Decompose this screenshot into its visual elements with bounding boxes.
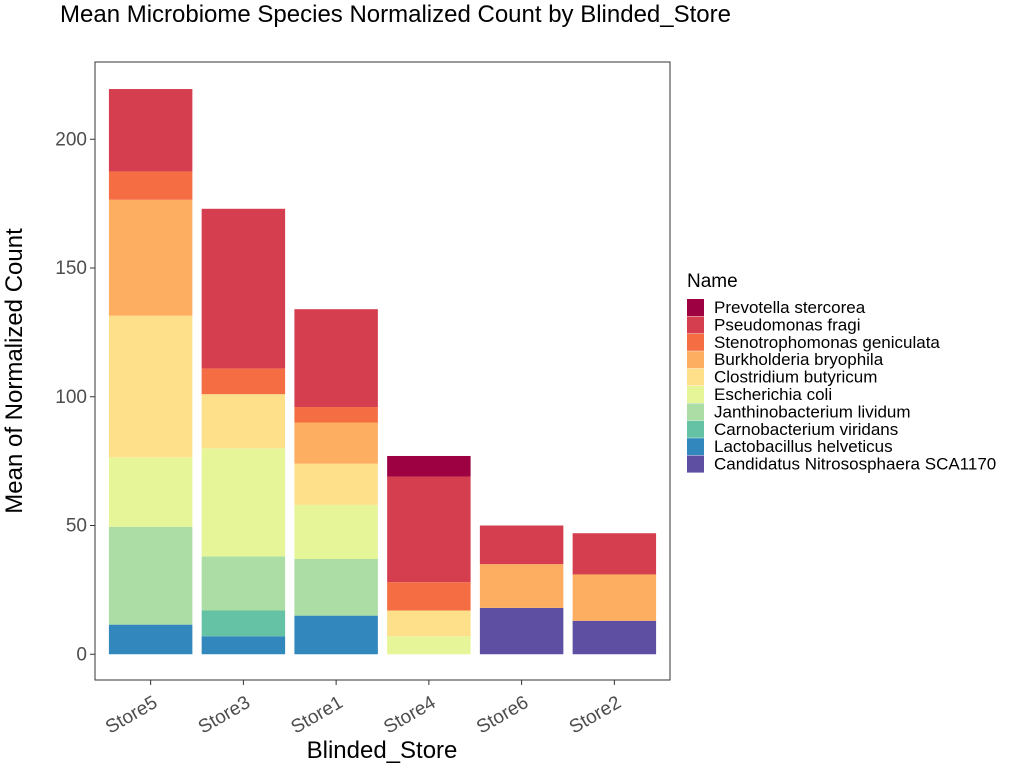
bar-segment	[572, 574, 657, 621]
legend-title: Name	[687, 271, 738, 292]
y-tick-label: 100	[55, 387, 87, 408]
bar-segment	[201, 368, 286, 395]
bar-segment	[294, 463, 378, 505]
legend-swatch	[687, 386, 704, 403]
legend-swatch	[687, 455, 704, 473]
bar-segment	[201, 636, 286, 655]
bar-segment	[572, 533, 657, 575]
bar-segment	[108, 199, 193, 316]
bar-segment	[108, 171, 193, 200]
legend-label: Stenotrophomonas geniculata	[714, 333, 940, 352]
bar-segment	[294, 615, 378, 655]
bar-segment	[387, 610, 471, 637]
legend-label: Pseudomonas fragi	[714, 315, 860, 334]
legend-swatch	[687, 438, 704, 456]
legend-label: Burkholderia bryophila	[714, 350, 884, 369]
legend-label: Clostridium butyricum	[714, 368, 877, 387]
x-tick-label: Store4	[380, 692, 439, 738]
x-axis: Store5 Store3 Store1 Store4 Store6 Store2	[102, 680, 625, 738]
legend-swatch	[687, 368, 704, 386]
bar-segment	[201, 394, 286, 449]
bar-segment	[294, 422, 378, 464]
bar-segment	[479, 564, 564, 608]
x-tick-label: Store6	[473, 692, 532, 738]
bars-group	[108, 89, 657, 655]
bar-segment	[108, 624, 193, 655]
bar-segment	[201, 208, 286, 369]
bar-segment	[294, 407, 378, 423]
bar-segment	[108, 315, 193, 458]
bar-segment	[201, 610, 286, 637]
legend-swatch	[687, 316, 704, 334]
bar-segment	[108, 457, 193, 527]
y-axis: 0 50 100 150 200	[55, 129, 95, 665]
bar-segment	[387, 636, 471, 655]
bar-segment	[479, 525, 564, 565]
legend-label: Escherichia coli	[714, 385, 832, 404]
legend-swatch	[687, 420, 704, 438]
bar-segment	[108, 526, 193, 625]
bar-segment	[108, 89, 193, 172]
bar-segment	[294, 504, 378, 559]
y-tick-label: 0	[76, 644, 87, 665]
bar-segment	[201, 448, 286, 557]
legend-swatch	[687, 299, 704, 316]
x-tick-label: Store5	[102, 692, 161, 738]
bar-segment	[387, 582, 471, 611]
y-tick-label: 50	[66, 516, 87, 537]
y-tick-label: 200	[55, 129, 87, 150]
bar-segment	[572, 620, 657, 655]
chart-title: Mean Microbiome Species Normalized Count…	[60, 1, 731, 28]
bar-segment	[479, 607, 564, 655]
legend-label: Candidatus Nitrososphaera SCA1170	[714, 455, 996, 474]
x-tick-label: Store1	[288, 692, 347, 738]
legend-label: Janthinobacterium lividum	[714, 402, 911, 421]
legend-swatch	[687, 403, 704, 421]
x-tick-label: Store3	[195, 692, 254, 738]
plot-panel-border	[94, 61, 671, 681]
x-tick-label: Store2	[566, 692, 625, 738]
x-axis-title: Blinded_Store	[307, 737, 458, 764]
legend-swatch	[687, 333, 704, 351]
bar-segment	[387, 455, 471, 477]
bar-segment	[294, 309, 378, 408]
bar-segment	[201, 556, 286, 611]
legend-label: Lactobacillus helveticus	[714, 437, 893, 456]
bar-segment	[294, 558, 378, 616]
legend-label: Carnobacterium viridans	[714, 420, 898, 439]
bar-segment	[387, 476, 471, 583]
y-axis-title: Mean of Normalized Count	[1, 228, 28, 514]
legend-label: Prevotella stercorea	[714, 298, 866, 317]
y-tick-label: 150	[55, 258, 87, 279]
legend-swatch	[687, 351, 704, 369]
